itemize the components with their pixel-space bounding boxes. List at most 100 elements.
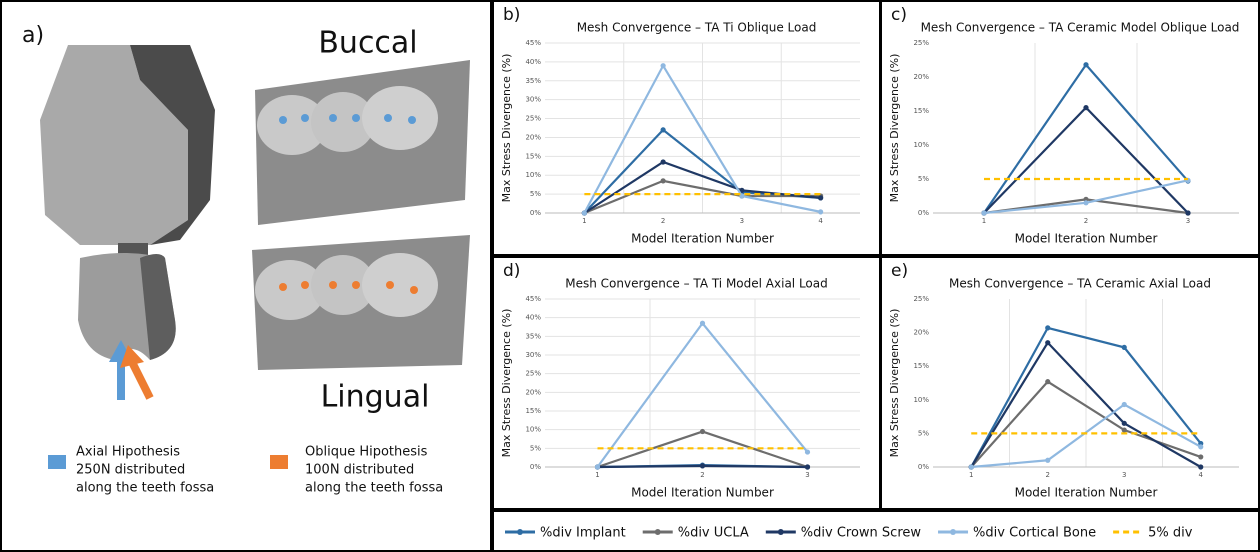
y-tick-label: 40%	[525, 314, 541, 322]
data-point	[1045, 379, 1050, 384]
lingual-label: Lingual	[321, 380, 430, 415]
data-point	[1185, 210, 1190, 215]
y-tick-label: 20%	[913, 73, 929, 81]
y-tick-label: 25%	[525, 115, 541, 123]
y-tick-label: 5%	[530, 190, 541, 198]
legend-label: %div UCLA	[678, 526, 749, 541]
tooth-scan-lingual	[252, 235, 470, 370]
data-point	[1045, 340, 1050, 345]
data-point	[700, 463, 705, 468]
data-point	[981, 210, 986, 215]
y-tick-label: 35%	[525, 332, 541, 340]
y-tick-label: 0%	[530, 463, 541, 471]
x-tick-label: 2	[1084, 217, 1088, 225]
x-tick-label: 3	[1122, 471, 1126, 479]
data-point	[1122, 345, 1127, 350]
panel-label: c)	[891, 5, 907, 25]
y-tick-label: 20%	[913, 329, 929, 337]
x-axis-label: Model Iteration Number	[1015, 486, 1158, 500]
y-tick-label: 45%	[525, 39, 541, 47]
data-point	[661, 127, 666, 132]
y-tick-label: 15%	[525, 407, 541, 415]
y-tick-label: 10%	[525, 426, 541, 434]
x-tick-label: 3	[740, 217, 744, 225]
x-tick-label: 2	[1046, 471, 1050, 479]
data-point	[1083, 105, 1088, 110]
y-tick-label: 0%	[918, 463, 929, 471]
data-point	[805, 464, 810, 469]
y-axis-label: Max Stress Divergence (%)	[888, 54, 901, 203]
y-tick-label: 20%	[525, 133, 541, 141]
y-tick-label: 30%	[525, 351, 541, 359]
panel-label: a)	[22, 23, 44, 48]
data-point	[818, 209, 823, 214]
y-axis-label: Max Stress Divergence (%)	[500, 54, 513, 203]
y-tick-label: 15%	[913, 107, 929, 115]
oblique-text: 100N distributed	[305, 463, 414, 478]
figure: a) Buccal Lingual Axial Hipothesis 250N …	[0, 0, 1260, 552]
x-tick-label: 3	[1186, 217, 1190, 225]
y-tick-label: 45%	[525, 295, 541, 303]
panel-frame	[493, 257, 880, 509]
data-point	[661, 159, 666, 164]
legend-marker	[517, 529, 523, 535]
data-point	[805, 449, 810, 454]
x-axis-label: Model Iteration Number	[631, 486, 774, 500]
data-point	[1045, 325, 1050, 330]
x-tick-label: 2	[661, 217, 665, 225]
legend-label: 5% div	[1148, 526, 1193, 541]
y-tick-label: 30%	[525, 96, 541, 104]
chart-title: Mesh Convergence – TA Ceramic Model Obli…	[921, 21, 1240, 35]
data-point	[969, 464, 974, 469]
panel-frame	[881, 1, 1259, 255]
x-tick-label: 2	[700, 471, 704, 479]
data-point	[595, 464, 600, 469]
y-tick-label: 10%	[525, 171, 541, 179]
x-tick-label: 3	[805, 471, 809, 479]
oblique-text: Oblique Hipothesis	[305, 445, 428, 460]
y-axis-label: Max Stress Divergence (%)	[500, 309, 513, 458]
axial-text: Axial Hipothesis	[76, 445, 180, 460]
x-tick-label: 1	[982, 217, 986, 225]
legend-marker	[950, 529, 956, 535]
y-tick-label: 20%	[525, 388, 541, 396]
data-point	[1198, 454, 1203, 459]
data-point	[700, 429, 705, 434]
data-point	[1122, 427, 1127, 432]
legend-marker	[778, 529, 784, 535]
y-tick-label: 25%	[913, 295, 929, 303]
data-point	[661, 63, 666, 68]
y-tick-label: 5%	[530, 444, 541, 452]
data-point	[1083, 200, 1088, 205]
legend-label: %div Crown Screw	[801, 526, 922, 541]
x-tick-label: 4	[1199, 471, 1204, 479]
x-tick-label: 1	[582, 217, 586, 225]
y-tick-label: 25%	[525, 370, 541, 378]
page: a) Buccal Lingual Axial Hipothesis 250N …	[0, 0, 1260, 552]
chart-title: Mesh Convergence – TA Ceramic Axial Load	[949, 277, 1211, 291]
oblique-text: along the teeth fossa	[305, 481, 443, 496]
y-tick-label: 10%	[913, 396, 929, 404]
axial-text: 250N distributed	[76, 463, 185, 478]
panel-label: d)	[503, 261, 520, 281]
x-axis-label: Model Iteration Number	[1015, 232, 1158, 246]
data-point	[1198, 464, 1203, 469]
legend-marker	[655, 529, 661, 535]
chart-title: Mesh Convergence – TA Ti Model Axial Loa…	[565, 277, 827, 291]
y-tick-label: 0%	[530, 209, 541, 217]
y-tick-label: 15%	[913, 362, 929, 370]
x-tick-label: 1	[595, 471, 599, 479]
y-tick-label: 40%	[525, 58, 541, 66]
data-point	[818, 195, 823, 200]
buccal-label: Buccal	[318, 26, 417, 61]
y-axis-label: Max Stress Divergence (%)	[888, 309, 901, 458]
x-axis-label: Model Iteration Number	[631, 232, 774, 246]
y-tick-label: 25%	[913, 39, 929, 47]
axial-swatch	[48, 455, 66, 469]
y-tick-label: 15%	[525, 152, 541, 160]
data-point	[1083, 62, 1088, 67]
x-tick-label: 4	[818, 217, 823, 225]
data-point	[582, 210, 587, 215]
data-point	[1045, 458, 1050, 463]
panel-label: b)	[503, 5, 520, 25]
